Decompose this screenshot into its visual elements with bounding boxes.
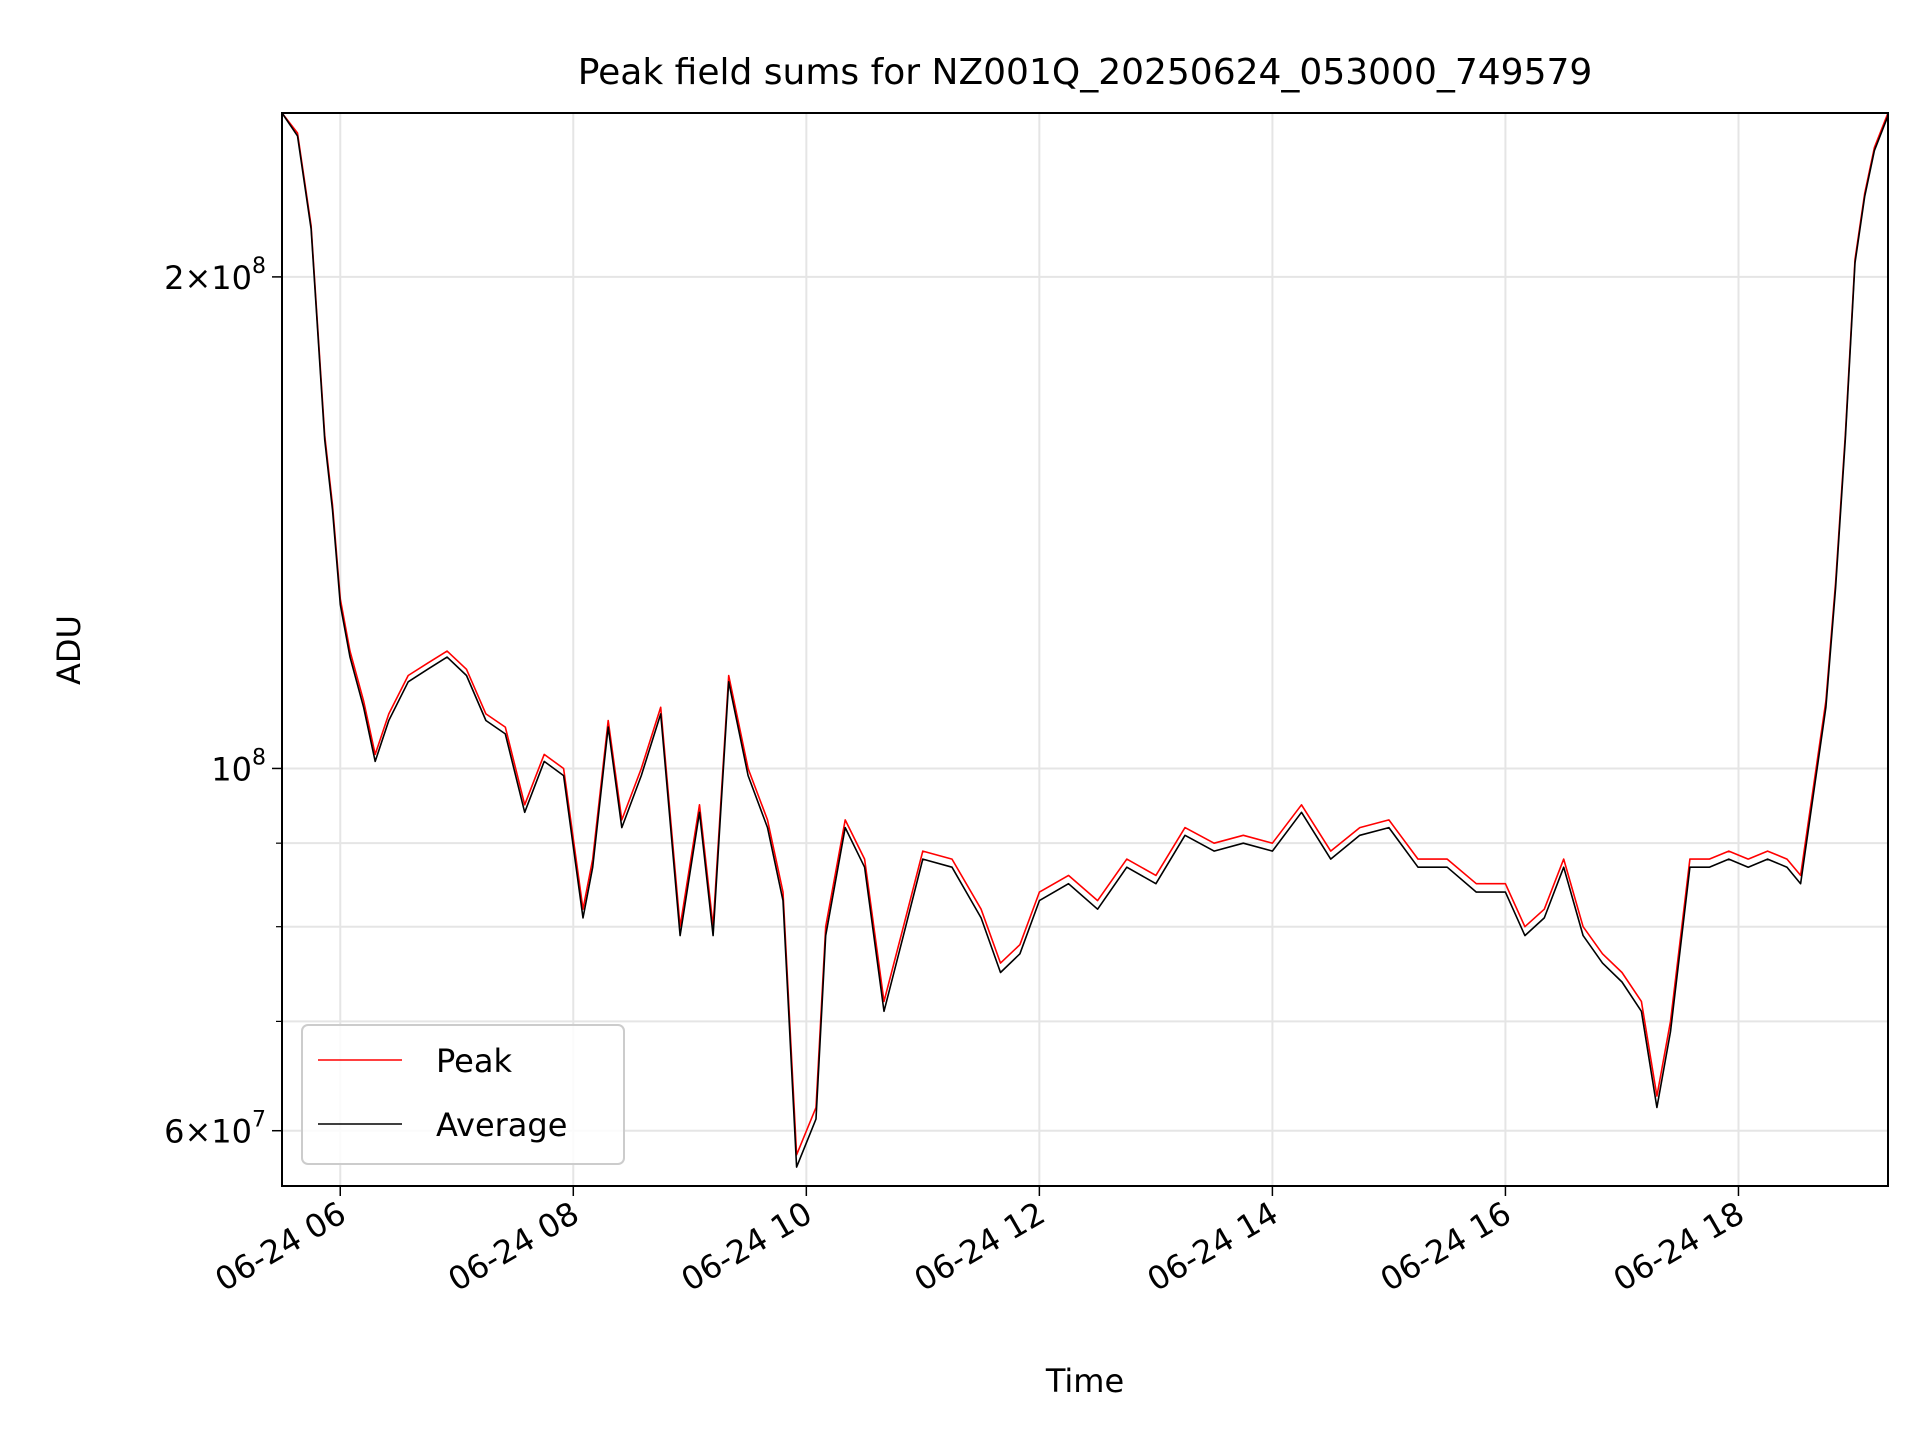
y-tick-label: 108 — [211, 745, 266, 788]
y-tick-exponent: 8 — [252, 745, 266, 770]
y-tick-base: 6×10 — [164, 1113, 252, 1151]
chart-title: Peak field sums for NZ001Q_20250624_0530… — [578, 52, 1593, 93]
y-tick-exponent: 7 — [252, 1108, 266, 1133]
series-line-average — [281, 112, 1889, 1168]
series-line-peak — [281, 112, 1889, 1156]
x-axis-label: Time — [1045, 1362, 1124, 1400]
y-tick-label: 2×108 — [164, 254, 266, 297]
grid-lines — [282, 113, 1888, 1186]
legend-label-peak: Peak — [436, 1042, 512, 1080]
y-tick-exponent: 8 — [252, 254, 266, 279]
legend-label-average: Average — [436, 1106, 567, 1144]
legend: Peak Average — [301, 1024, 625, 1165]
y-tick-label: 6×107 — [164, 1108, 266, 1151]
y-tick-base: 2×10 — [164, 259, 252, 297]
series-layer — [281, 112, 1889, 1168]
y-axis-label: ADU — [50, 615, 88, 685]
y-tick-base: 10 — [211, 750, 252, 788]
plot-area — [281, 112, 1889, 1187]
